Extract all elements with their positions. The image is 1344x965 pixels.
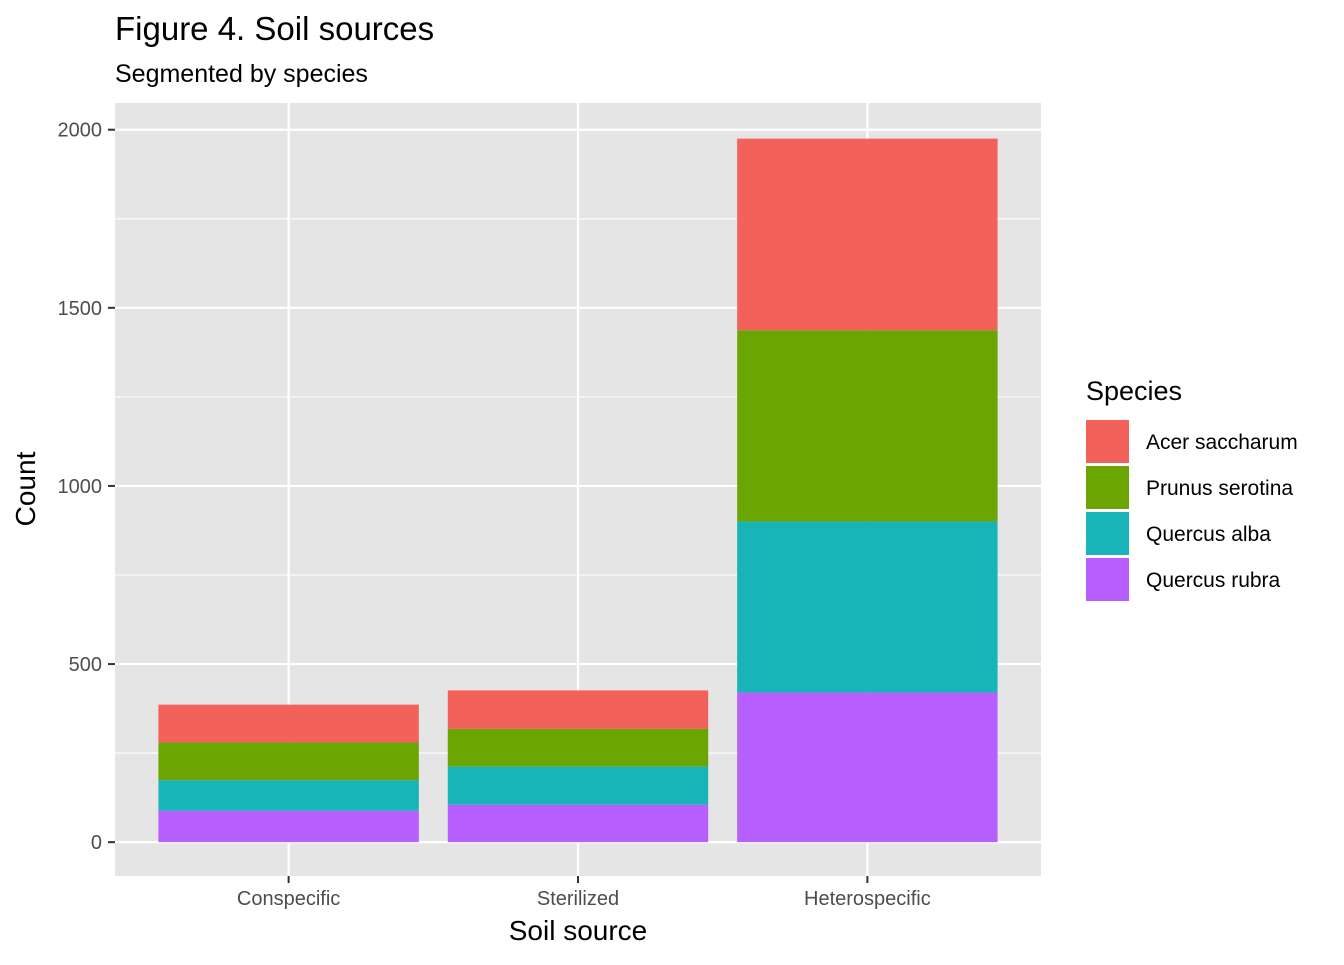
legend-label: Quercus rubra — [1146, 569, 1281, 592]
legend-swatch — [1086, 420, 1129, 463]
x-tick-label: Heterospecific — [804, 888, 931, 910]
legend-label: Quercus alba — [1146, 523, 1271, 546]
x-axis: Conspecific Sterilized Heterospecific — [237, 876, 931, 910]
bar-segment-prunus-serotina — [737, 330, 998, 522]
y-tick-label: 2000 — [58, 120, 103, 142]
legend-label: Prunus serotina — [1146, 477, 1293, 500]
y-tick-label: 1500 — [58, 298, 103, 320]
chart-title: Figure 4. Soil sources — [115, 10, 434, 47]
legend-label: Acer saccharum — [1146, 431, 1298, 454]
x-axis-title: Soil source — [509, 915, 648, 946]
bar-segment-quercus-rubra — [737, 692, 998, 843]
legend-swatch — [1086, 558, 1129, 601]
x-tick-label: Conspecific — [237, 888, 340, 910]
bar-segment-quercus-alba — [158, 780, 419, 811]
y-axis: 0 500 1000 1500 2000 — [58, 120, 115, 854]
bar-segment-quercus-rubra — [158, 810, 419, 843]
bar-segments — [158, 138, 998, 843]
bar-segment-acer-saccharum — [737, 138, 998, 331]
y-axis-title: Count — [10, 451, 41, 526]
y-tick-label: 0 — [91, 832, 102, 854]
y-tick-label: 500 — [69, 654, 102, 676]
legend-swatch — [1086, 512, 1129, 555]
bar-segment-prunus-serotina — [158, 742, 419, 781]
legend-title: Species — [1086, 376, 1182, 406]
legend: Species Acer saccharum Prunus serotina Que… — [1086, 376, 1298, 601]
legend-swatch — [1086, 466, 1129, 509]
bar-segment-quercus-alba — [447, 766, 709, 805]
bar-segment-quercus-rubra — [447, 804, 709, 843]
bar-segment-prunus-serotina — [447, 728, 709, 767]
bar-segment-acer-saccharum — [447, 690, 709, 729]
bar-segment-acer-saccharum — [158, 704, 419, 743]
bar-segment-quercus-alba — [737, 521, 998, 693]
chart-subtitle: Segmented by species — [115, 60, 368, 88]
x-tick-label: Sterilized — [537, 888, 619, 910]
y-tick-label: 1000 — [58, 476, 103, 498]
